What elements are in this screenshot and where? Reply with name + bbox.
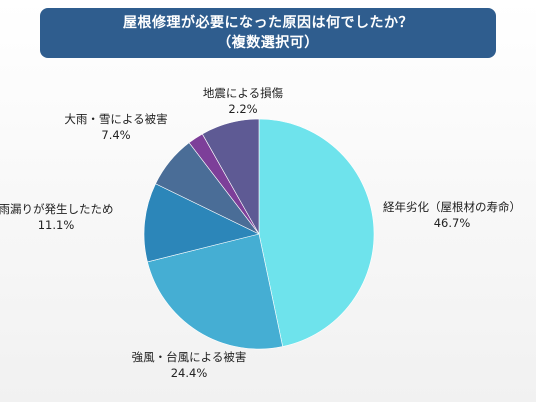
chart-title: 屋根修理が必要になった原因は何でしたか？ (123, 15, 413, 31)
slice-label: 雨漏りが発生したため (0, 202, 114, 216)
pie-labels: 経年劣化（屋根材の寿命） 46.7% 強風・台風による被害 24.4% 雨漏りが発生した… (0, 86, 521, 380)
pie-slice (147, 233, 284, 350)
chart-subtitle: （複数選択可） (217, 35, 319, 51)
slice-label: 大雨・雪による被害 (64, 112, 167, 126)
slice-label: 強風・台風による被害 (132, 350, 247, 364)
chart-title-box: 屋根修理が必要になった原因は何でしたか？ （複数選択可） (40, 8, 496, 58)
pie-slice (201, 118, 260, 236)
pie-slice (143, 183, 260, 263)
pie-slice (258, 118, 375, 347)
slice-value-label: 24.4% (171, 366, 208, 380)
slice-label: 経年劣化（屋根材の寿命） (383, 200, 521, 214)
pie-slices (143, 118, 375, 350)
slice-value-label: 7.4% (101, 128, 130, 142)
slice-value-label: 46.7% (434, 216, 471, 230)
slice-value-label: 2.2% (228, 102, 257, 116)
slice-value-label: 11.1% (38, 218, 75, 232)
slice-label: 地震による損傷 (203, 86, 284, 100)
